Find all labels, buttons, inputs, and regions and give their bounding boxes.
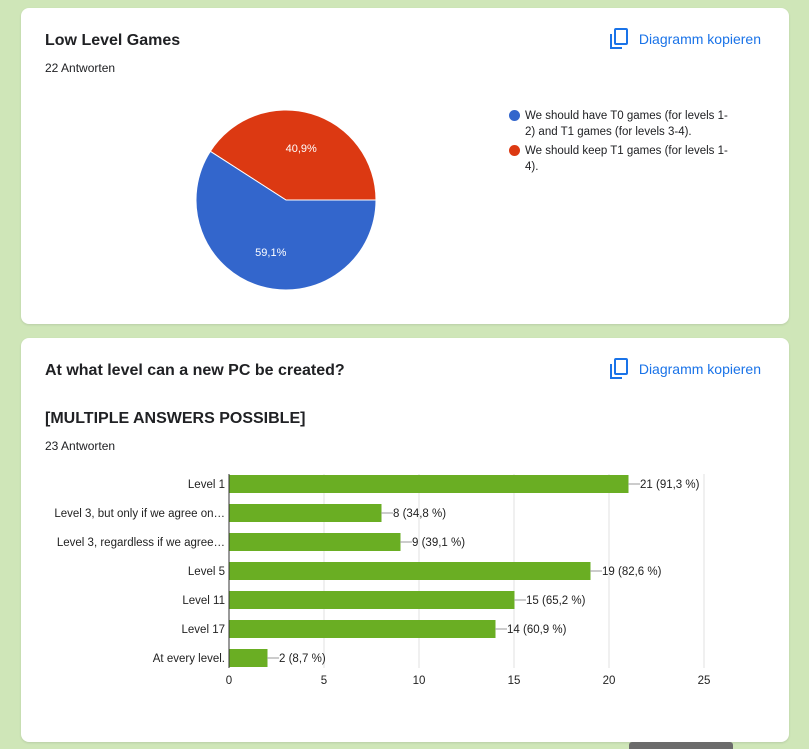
legend-swatch [509, 145, 520, 156]
copy-chart-label: Diagramm kopieren [638, 31, 761, 47]
data-label: 19 (82,6 %) [602, 566, 662, 578]
data-label: 21 (91,3 %) [640, 479, 700, 491]
pie-chart: 40,9% 59,1% [195, 109, 377, 291]
legend-item: We should keep T1 games (for levels 1- 4… [509, 143, 749, 175]
x-tick-label: 5 [321, 675, 327, 687]
question-title: At what level can a new PC be created? [45, 362, 345, 379]
copy-chart-button[interactable]: Diagramm kopieren [609, 358, 761, 380]
legend-swatch [509, 110, 520, 121]
question-card-low-level-games: Low Level Games 22 Antworten Diagramm ko… [21, 8, 789, 324]
legend-label: We should keep T1 games (for levels 1- 4… [525, 145, 728, 173]
pie-slice-label: 40,9% [286, 143, 317, 155]
response-count: 22 Antworten [45, 61, 116, 75]
copy-chart-button[interactable]: Diagramm kopieren [609, 28, 761, 50]
x-tick-label: 25 [698, 675, 711, 687]
bar [229, 504, 382, 522]
x-tick-label: 15 [508, 675, 521, 687]
data-label: 14 (60,9 %) [507, 624, 567, 636]
legend-label: We should have T0 games (for levels 1- 2… [525, 110, 728, 138]
copy-icon [609, 28, 628, 49]
response-count: 23 Antworten [45, 439, 116, 453]
category-label: Level 11 [182, 595, 225, 607]
bar [229, 591, 515, 609]
category-label: At every level. [153, 653, 225, 665]
data-label: 15 (65,2 %) [526, 595, 586, 607]
pie-slice [195, 150, 377, 291]
bar [229, 649, 268, 667]
category-label: Level 3, but only if we agree on… [54, 508, 225, 520]
bar [229, 533, 401, 551]
x-tick-label: 0 [226, 675, 232, 687]
legend-item: We should have T0 games (for levels 1- 2… [509, 108, 749, 140]
bar [229, 562, 591, 580]
data-label: 8 (34,8 %) [393, 508, 446, 520]
bar [229, 475, 629, 493]
data-label: 2 (8,7 %) [279, 653, 326, 665]
bar [229, 620, 496, 638]
category-label: Level 3, regardless if we agree… [57, 537, 225, 549]
copy-chart-label: Diagramm kopieren [638, 361, 761, 377]
pie-slice-label: 59,1% [255, 247, 286, 259]
question-title: Low Level Games [45, 32, 181, 49]
x-tick-label: 20 [603, 675, 616, 687]
question-card-new-pc-level: At what level can a new PC be created? [… [21, 338, 789, 742]
bar-chart: Level 1 21 (91,3 %) Level 3, but only if w… [54, 474, 711, 687]
data-label: 9 (39,1 %) [412, 537, 465, 549]
bottom-tab[interactable] [629, 742, 733, 749]
copy-icon [609, 358, 628, 379]
category-label: Level 17 [182, 624, 225, 636]
category-label: Level 1 [188, 479, 225, 491]
question-subtitle: [MULTIPLE ANSWERS POSSIBLE] [45, 410, 306, 427]
pie-legend: We should have T0 games (for levels 1- 2… [509, 108, 749, 178]
category-label: Level 5 [188, 566, 225, 578]
x-tick-label: 10 [413, 675, 426, 687]
